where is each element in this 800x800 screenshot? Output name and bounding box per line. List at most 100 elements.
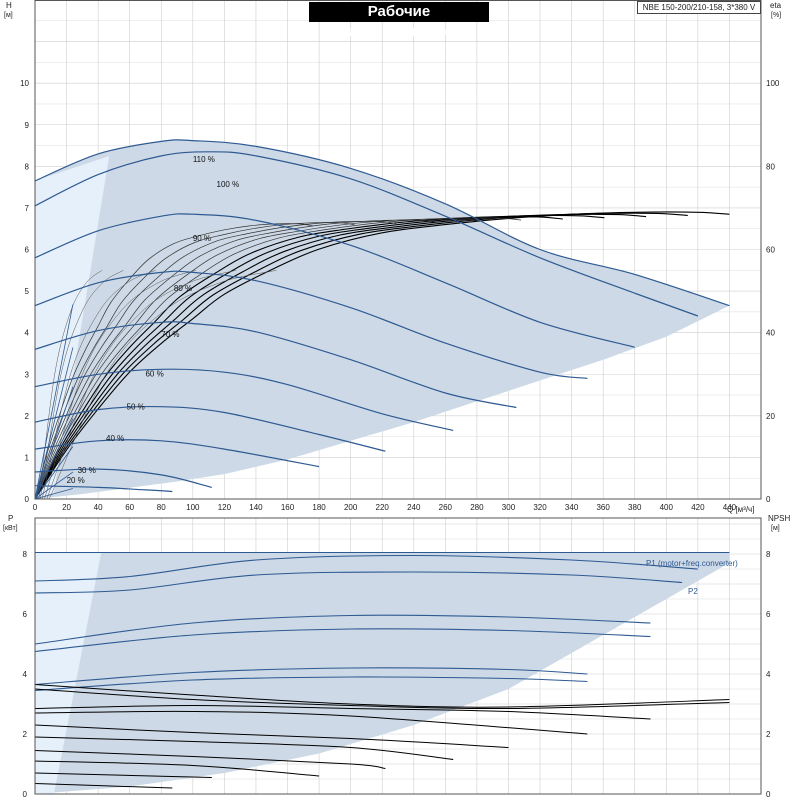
power-curve	[34, 614, 651, 645]
legend-p2: P2	[688, 587, 698, 596]
y2-tick-label: 20	[766, 412, 775, 421]
x-tick-label: 0	[33, 503, 38, 512]
npsh-curve	[34, 760, 320, 777]
speed-label: 30 %	[78, 466, 96, 475]
power-curves	[34, 551, 730, 692]
pump-model-label: NBE 150-200/210-158, 3*380 V	[637, 1, 761, 14]
y-tick-label: 6	[23, 610, 28, 619]
y-axis-unit-h: [м]	[4, 12, 13, 19]
x-axis-label-q: Q [м³/ч]	[727, 505, 754, 514]
x-tick-label: 400	[660, 503, 674, 512]
x-tick-label: 180	[312, 503, 326, 512]
power-envelope-min-flow	[35, 552, 102, 794]
power-curve	[34, 571, 683, 594]
y2-tick-label: 80	[766, 162, 775, 171]
speed-label: 70 %	[161, 330, 179, 339]
efficiency-curve-thin	[38, 270, 103, 500]
x-tick-label: 120	[218, 503, 232, 512]
x-tick-label: 320	[533, 503, 547, 512]
y-tick-label: 3	[25, 370, 30, 379]
chart-title: Рабочие характеристики	[309, 2, 489, 40]
y-axis-unit-p: [кВт]	[3, 525, 18, 532]
legend-p1: P1 (motor+freq.converter)	[646, 559, 738, 568]
y2-tick-label: 40	[766, 329, 775, 338]
speed-curve	[34, 439, 320, 468]
speed-label: 50 %	[127, 403, 145, 412]
y-tick-label: 2	[25, 412, 30, 421]
npsh-curve	[34, 704, 651, 720]
x-tick-label: 360	[596, 503, 610, 512]
head-chart-frame	[34, 0, 762, 500]
npsh-curve	[34, 772, 212, 778]
npsh-curve	[34, 710, 588, 735]
y-tick-label: 5	[25, 287, 30, 296]
y2-tick-label: 0	[766, 790, 771, 799]
speed-label: 100 %	[217, 180, 240, 189]
npsh-curve	[34, 750, 386, 769]
speed-curve	[34, 270, 588, 379]
operating-envelope-min-flow	[35, 155, 110, 499]
power-chart-frame	[34, 517, 762, 795]
system-curve	[34, 386, 74, 500]
y-tick-label: 2	[23, 730, 28, 739]
x-tick-label: 300	[502, 503, 516, 512]
efficiency-curves	[34, 211, 730, 500]
y2-tick-label: 6	[766, 610, 771, 619]
system-curve	[34, 446, 74, 500]
npsh-curve	[34, 724, 509, 748]
y-tick-label: 8	[25, 162, 30, 171]
head-chart-border	[34, 0, 762, 500]
x-tick-label: 240	[407, 503, 421, 512]
x-tick-label: 100	[186, 503, 200, 512]
speed-label: 60 %	[145, 369, 163, 378]
x-tick-label: 420	[691, 503, 705, 512]
system-curve	[34, 304, 74, 500]
y2-axis-label-npsh: NPSH	[768, 514, 790, 523]
speed-curve	[34, 368, 454, 431]
npsh-curves	[34, 684, 730, 789]
speed-curves	[34, 139, 730, 500]
system-curve	[34, 471, 74, 500]
y-tick-label: 4	[25, 329, 30, 338]
y2-tick-label: 60	[766, 246, 775, 255]
x-tick-label: 80	[157, 503, 166, 512]
y2-axis-label-eta: eta	[770, 1, 782, 10]
y2-tick-label: 100	[766, 79, 780, 88]
speed-curve	[34, 485, 173, 493]
efficiency-curve-thin	[46, 270, 237, 500]
x-tick-label: 380	[628, 503, 642, 512]
system-curve	[34, 347, 74, 500]
y-axis-label-h: H	[6, 1, 12, 10]
speed-curve	[34, 405, 386, 452]
y2-tick-label: 2	[766, 730, 771, 739]
speed-label: 80 %	[174, 284, 192, 293]
efficiency-curve-thin	[48, 270, 277, 500]
speed-curve-labels: 110 % 100 % 90 % 80 % 70 % 60 % 50 % 40 % 30 %20…	[67, 155, 240, 485]
speed-label: 110 %	[193, 155, 215, 164]
y-tick-label: 8	[23, 550, 28, 559]
y2-axis-unit-eta: [%]	[771, 12, 781, 19]
x-tick-label: 200	[344, 503, 358, 512]
y-tick-label: 1	[25, 453, 30, 462]
system-curve	[34, 488, 73, 500]
y2-tick-label: 4	[766, 670, 771, 679]
npsh-curve	[34, 783, 173, 789]
speed-curve	[34, 151, 699, 317]
efficiency-curve-thin	[39, 270, 124, 500]
y-tick-label: 4	[23, 670, 28, 679]
npsh-curve	[34, 684, 730, 708]
x-tick-label: 60	[125, 503, 134, 512]
x-tick-label: 440	[723, 503, 737, 512]
efficiency-curve-thin	[44, 270, 197, 500]
y2-tick-label: 8	[766, 550, 771, 559]
npsh-curve	[34, 736, 454, 760]
power-chart-border	[34, 517, 762, 795]
y2-axis-unit-npsh: [м]	[771, 525, 780, 532]
power-curve	[34, 628, 651, 653]
speed-label: 40 %	[106, 434, 124, 443]
y2-tick-label: 0	[766, 495, 771, 504]
x-tick-label: 40	[94, 503, 103, 512]
speed-curve	[34, 321, 517, 409]
efficiency-curve	[34, 223, 313, 500]
